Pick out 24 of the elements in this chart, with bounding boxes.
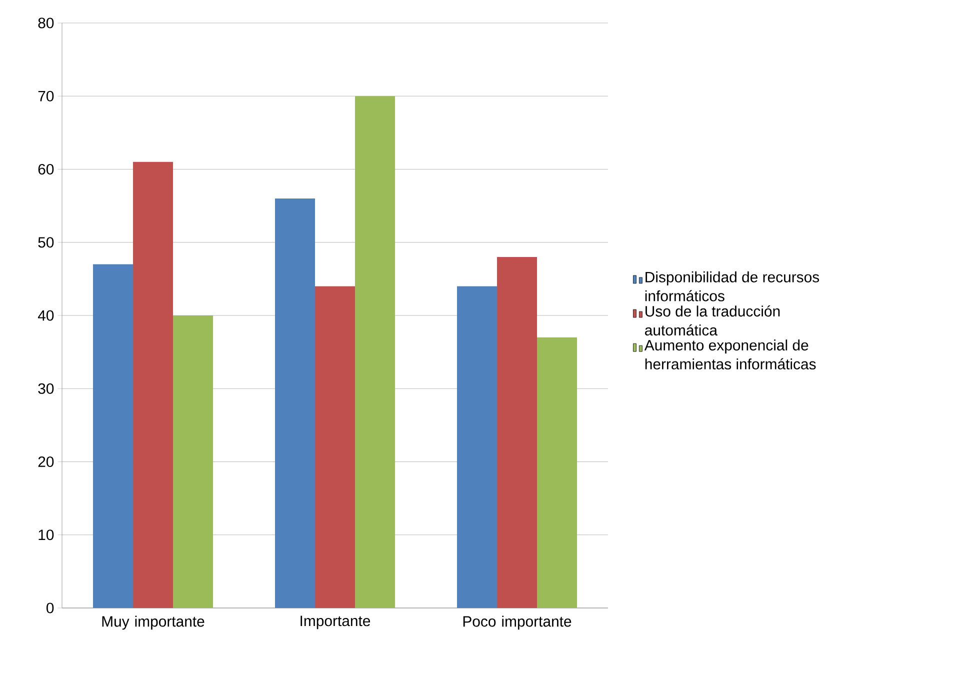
bar [457,286,498,608]
x-tick-label: Importante [300,616,370,630]
bar [173,315,214,608]
y-tick-label: 10 [38,530,54,540]
y-tick-label: 40 [38,310,54,321]
legend-label: Aumento exponencial de herramientas informáticas [644,340,816,370]
legend-label: Disponibilidad de recursos informáticos [645,271,820,302]
legend-label: Uso de la traducción automática [645,305,780,336]
x-tick-label: Poco importante [463,616,572,630]
bar [275,198,316,608]
bar [315,286,356,608]
bar [537,337,578,608]
y-tick-label: 70 [38,90,54,102]
y-tick-label: 0 [46,602,54,614]
bar [93,264,134,608]
y-tick-label: 80 [38,18,54,28]
y-tick-label: 50 [38,237,54,248]
bar [355,96,396,608]
bar [133,162,174,608]
y-tick-label: 30 [38,383,54,394]
y-tick-label: 60 [38,164,54,175]
bar [497,256,538,608]
y-tick-label: 20 [38,456,54,468]
x-tick-label: Muy importante [102,616,204,630]
